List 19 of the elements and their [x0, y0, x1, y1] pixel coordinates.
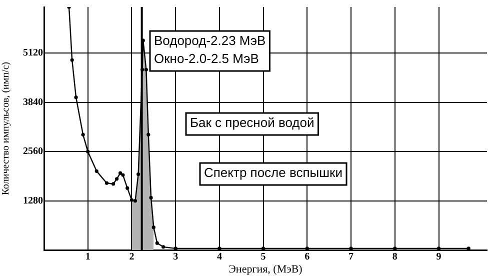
x-axis-title: Энергия, (МэВ)	[228, 263, 303, 276]
x-tick-label: 2	[129, 252, 134, 263]
y-axis-title: Количество импульсов, (имп/с)	[0, 62, 12, 196]
x-tick-label: 7	[348, 252, 354, 263]
annotation: Бак с пресной водой	[190, 115, 314, 130]
y-tick-label: 3840	[23, 96, 43, 108]
annotation: Спектр после вспышки	[204, 165, 343, 180]
x-tick-label: 9	[436, 252, 442, 263]
x-tick-label: 5	[260, 252, 266, 263]
y-tick-label: 1280	[23, 195, 43, 206]
x-tick-label: 1	[85, 252, 90, 263]
annotation: Окно-2.0-2.5 МэВ	[154, 51, 259, 66]
y-tick-label: 2560	[23, 146, 43, 158]
y-tick-label: 5120	[23, 48, 43, 59]
annotation: Водород-2.23 МэВ	[154, 33, 266, 48]
x-tick-label: 4	[216, 252, 222, 263]
x-tick-label: 3	[173, 252, 178, 263]
x-tick-label: 6	[304, 252, 310, 263]
x-tick-label: 8	[392, 252, 398, 263]
